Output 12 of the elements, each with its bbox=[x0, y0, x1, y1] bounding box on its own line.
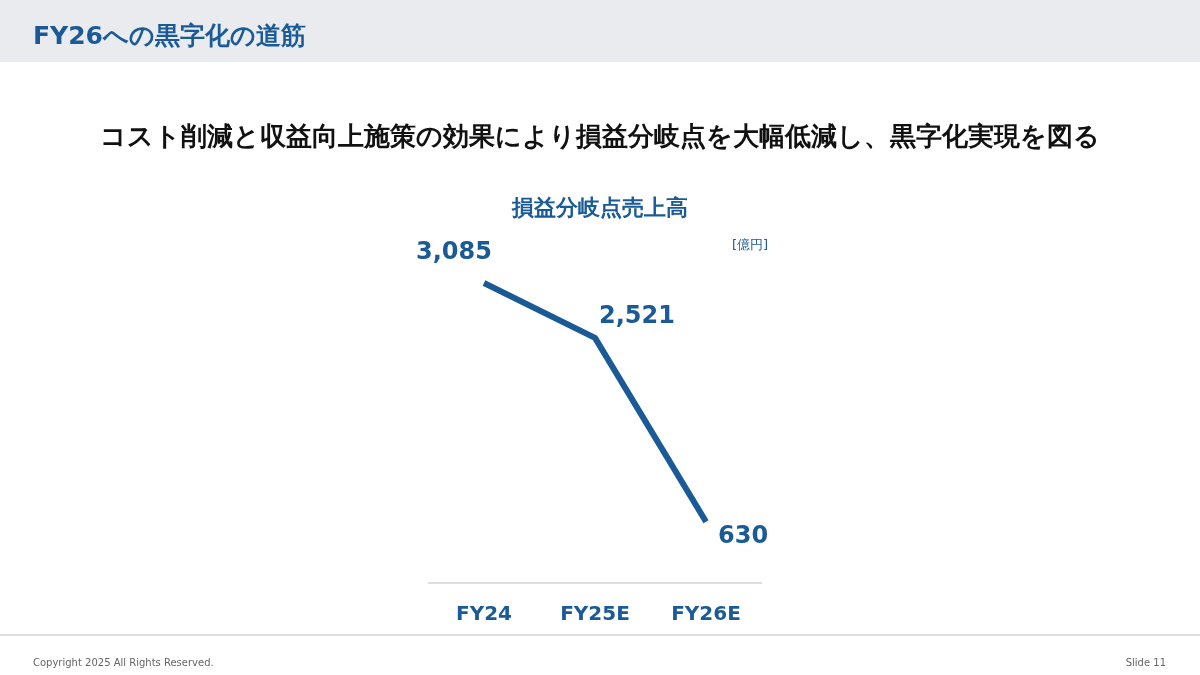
x-tick-label: FY25E bbox=[560, 601, 630, 625]
text: FY26への黒字化の道筋 bbox=[33, 21, 306, 50]
text: Copyright 2025 All Rights Reserved. bbox=[33, 657, 214, 668]
x-tick-label: FY24 bbox=[456, 601, 512, 625]
x-tick-label: FY26E bbox=[671, 601, 741, 625]
text: コスト削減と収益向上施策の効果により損益分岐点を大幅低減し、黒字化実現を図る bbox=[100, 121, 1100, 151]
text: Slide 11 bbox=[1125, 657, 1166, 668]
chart-title: 損益分岐点売上高 bbox=[511, 195, 688, 220]
data-label: 630 bbox=[718, 520, 769, 549]
y-axis-title: [億円] bbox=[731, 237, 769, 252]
data-label: 3,085 bbox=[416, 237, 492, 265]
data-label: 2,521 bbox=[599, 300, 675, 329]
